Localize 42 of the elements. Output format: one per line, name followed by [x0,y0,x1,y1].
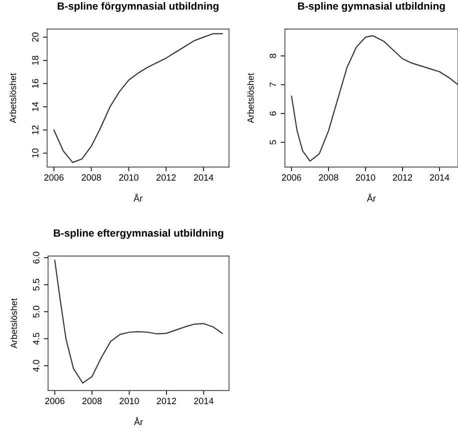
x-tick-label: 2008 [82,398,102,404]
x-tick-label: 2006 [44,174,64,181]
y-tick-label: 6.0 [32,252,40,264]
line-series [53,33,223,164]
x-tick-label: 2008 [82,174,101,181]
x-axis-title: År [134,194,142,202]
y-tick-label: 7 [270,82,276,87]
x-tick-label: 2012 [156,398,176,404]
y-tick-label: 20 [32,32,38,42]
x-tick-label: 2014 [194,174,214,181]
y-tick-label: 4.5 [33,332,40,345]
x-tick-label: 2010 [356,174,376,181]
chart-title: B-spline gymnasial utbildning [298,2,445,12]
y-tick-label: 5 [270,140,276,144]
line-series [54,260,223,384]
y-tick-label: 4.0 [32,360,40,372]
x-tick-label: 2012 [156,174,176,181]
x-tick-label: 2014 [194,398,214,404]
x-tick-label: 2008 [318,174,338,181]
x-tick-label: 2010 [120,398,139,404]
x-axis-title: År [134,417,143,425]
y-tick-label: 10 [32,148,38,158]
y-tick-label: 5.5 [33,278,40,291]
y-tick-label: 16 [32,78,38,88]
y-tick-label: 14 [32,102,38,112]
x-tick-label: 2006 [282,174,302,181]
x-tick-label: 2012 [392,174,412,181]
chart-title: B-spline förgymnasial utbildning [58,2,218,12]
y-tick-label: 18 [32,56,38,65]
line-series [290,35,458,162]
y-tick-label: 12 [32,125,38,134]
y-axis-title: Arbetslöshet [10,298,18,348]
y-tick-label: 6 [270,111,276,116]
x-axis-title: År [366,194,376,202]
y-tick-label: 5.0 [32,306,40,318]
x-tick-label: 2010 [119,174,138,181]
x-tick-label: 2014 [430,174,450,181]
y-axis-title: Arbetslöshet [247,73,254,124]
y-tick-label: 8 [270,54,276,58]
x-tick-label: 2006 [45,398,64,404]
y-axis-title: Arbetslöshet [10,73,16,124]
chart-title: B-spline eftergymnasial utbildning [54,229,224,239]
